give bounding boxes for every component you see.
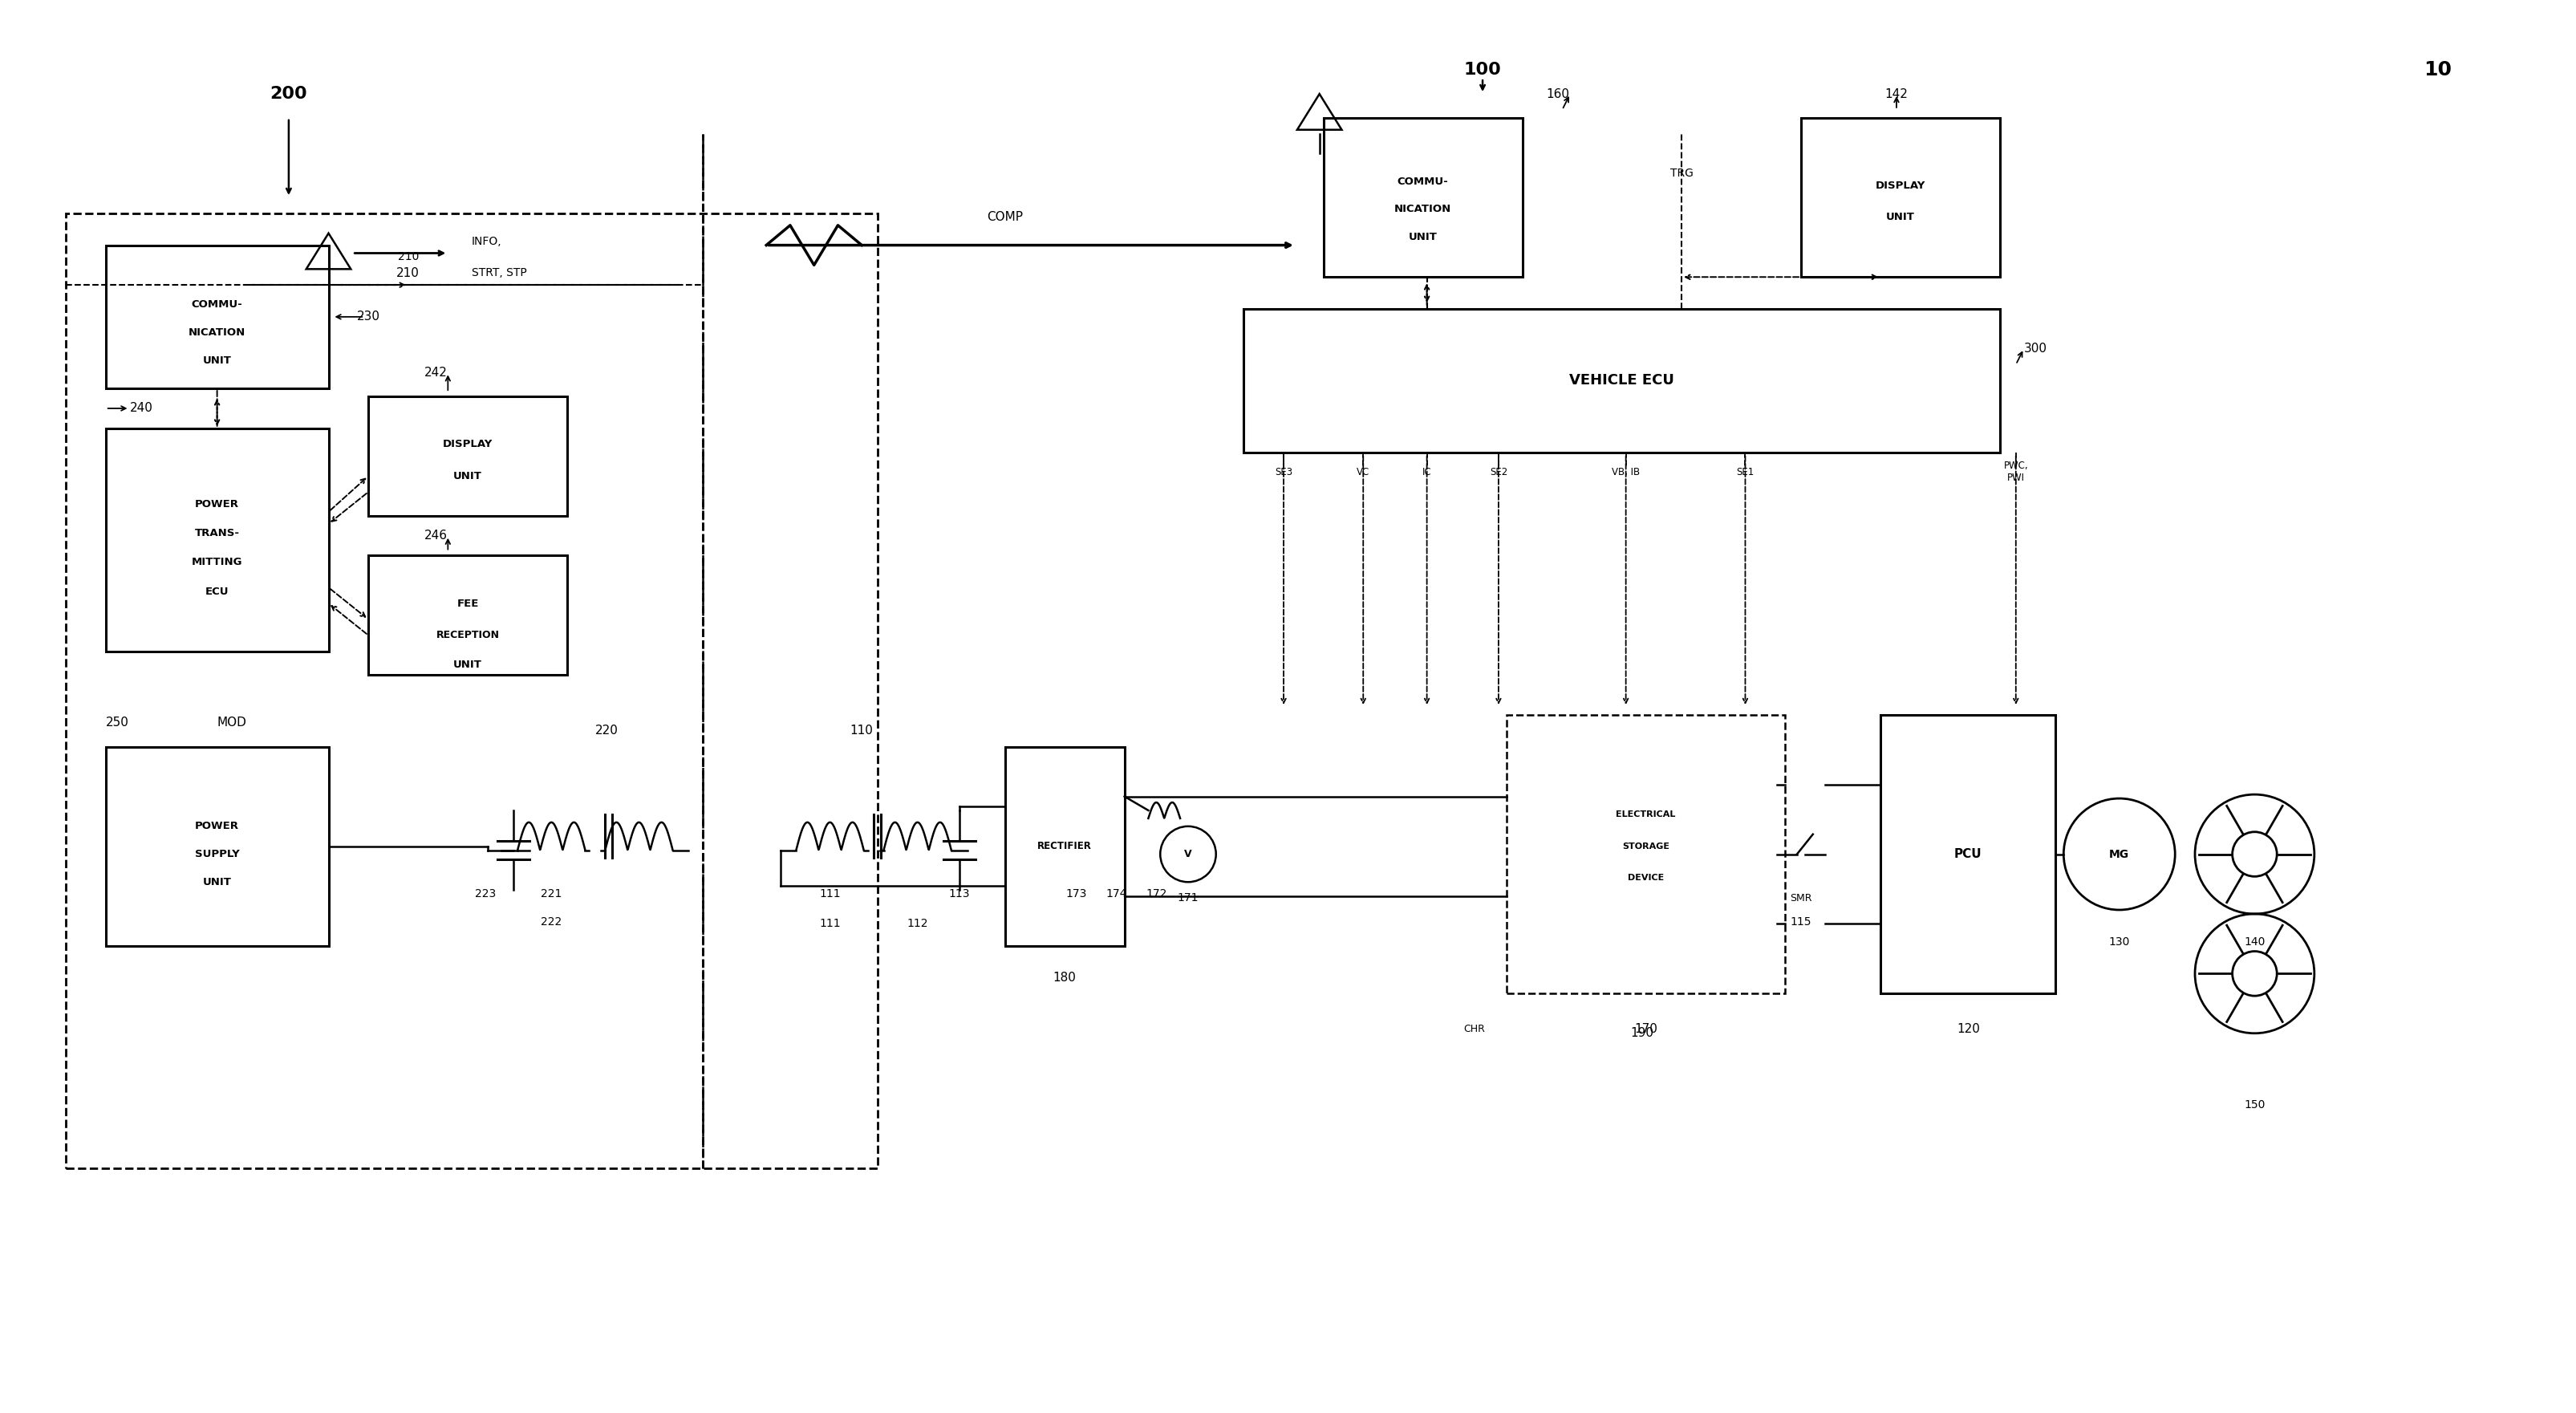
Text: 221: 221	[541, 889, 562, 900]
Bar	[106, 246, 330, 389]
Text: NICATION: NICATION	[188, 328, 245, 338]
Text: 115: 115	[1790, 916, 1811, 927]
Text: 160: 160	[1546, 88, 1569, 100]
Text: DEVICE: DEVICE	[1628, 875, 1664, 882]
Text: 180: 180	[1054, 972, 1077, 983]
Text: ELECTRICAL: ELECTRICAL	[1615, 810, 1674, 818]
Bar	[1324, 117, 1522, 277]
Text: 174: 174	[1105, 889, 1128, 900]
Text: 222: 222	[541, 916, 562, 927]
Bar	[368, 397, 567, 516]
Bar	[1005, 746, 1126, 945]
Text: 150: 150	[2244, 1099, 2264, 1111]
Bar	[1880, 715, 2056, 993]
Text: RECTIFIER: RECTIFIER	[1038, 841, 1092, 852]
Text: POWER: POWER	[196, 499, 240, 509]
Text: PWC,
PWI: PWC, PWI	[2004, 461, 2027, 483]
Text: 111: 111	[819, 918, 840, 928]
Text: STRT, STP: STRT, STP	[471, 267, 528, 278]
Text: PCU: PCU	[1955, 848, 1981, 861]
Text: 111: 111	[819, 889, 840, 900]
Text: 170: 170	[1633, 1023, 1656, 1036]
Text: VB, IB: VB, IB	[1613, 466, 1641, 478]
Text: 113: 113	[948, 889, 971, 900]
Text: IC: IC	[1422, 466, 1432, 478]
Text: COMMU-: COMMU-	[1396, 177, 1448, 187]
Text: DISPLAY: DISPLAY	[443, 439, 492, 449]
Text: 110: 110	[850, 725, 873, 736]
Text: 200: 200	[270, 86, 307, 102]
Bar	[1507, 715, 1785, 993]
Text: VEHICLE ECU: VEHICLE ECU	[1569, 373, 1674, 387]
Text: 120: 120	[1958, 1023, 1981, 1036]
Text: V: V	[1185, 849, 1193, 859]
Bar	[106, 428, 330, 651]
Text: 171: 171	[1177, 893, 1198, 903]
Text: 240: 240	[129, 403, 152, 414]
Text: 210: 210	[397, 252, 420, 263]
Bar	[106, 746, 330, 945]
Text: 10: 10	[2424, 61, 2452, 79]
Text: 173: 173	[1066, 889, 1087, 900]
Text: 100: 100	[1463, 62, 1502, 78]
Bar	[1244, 309, 1999, 452]
Text: NICATION: NICATION	[1394, 203, 1450, 215]
Text: CHR: CHR	[1463, 1024, 1486, 1034]
Text: 230: 230	[355, 311, 379, 322]
Text: SE3: SE3	[1275, 466, 1293, 478]
Text: 246: 246	[425, 530, 448, 541]
Text: MOD: MOD	[216, 716, 247, 729]
Text: 300: 300	[2025, 343, 2048, 355]
Text: UNIT: UNIT	[453, 660, 482, 670]
Text: TRANS-: TRANS-	[196, 528, 240, 538]
Text: SUPPLY: SUPPLY	[196, 849, 240, 859]
Text: 140: 140	[2244, 937, 2264, 947]
Text: 130: 130	[2110, 937, 2130, 947]
Text: SE2: SE2	[1489, 466, 1507, 478]
Text: COMP: COMP	[987, 212, 1023, 223]
Text: 190: 190	[1631, 1027, 1654, 1040]
Text: 220: 220	[595, 725, 618, 736]
Text: 250: 250	[106, 716, 129, 729]
Text: MITTING: MITTING	[191, 557, 242, 567]
Text: 223: 223	[474, 889, 497, 900]
Text: COMMU-: COMMU-	[191, 300, 242, 309]
Text: ECU: ECU	[206, 586, 229, 596]
Bar	[368, 555, 567, 675]
Text: 210: 210	[397, 267, 420, 278]
Text: TRG: TRG	[1669, 168, 1692, 179]
Text: UNIT: UNIT	[1409, 232, 1437, 243]
Text: VC: VC	[1358, 466, 1370, 478]
Text: UNIT: UNIT	[453, 471, 482, 482]
Text: RECEPTION: RECEPTION	[435, 630, 500, 640]
Text: DISPLAY: DISPLAY	[1875, 181, 1924, 191]
Text: MG: MG	[2110, 849, 2130, 859]
Text: UNIT: UNIT	[204, 356, 232, 366]
Text: INFO,: INFO,	[471, 236, 502, 247]
Text: 112: 112	[907, 918, 927, 928]
Text: POWER: POWER	[196, 821, 240, 831]
Text: UNIT: UNIT	[204, 877, 232, 887]
Text: STORAGE: STORAGE	[1623, 842, 1669, 851]
Text: SMR: SMR	[1790, 893, 1811, 903]
Text: UNIT: UNIT	[1886, 212, 1914, 222]
Text: 172: 172	[1146, 889, 1167, 900]
Text: SE1: SE1	[1736, 466, 1754, 478]
Text: 142: 142	[1886, 88, 1909, 100]
Text: FEE: FEE	[456, 598, 479, 609]
Text: 242: 242	[425, 366, 448, 379]
Bar	[67, 213, 878, 1169]
Bar	[1801, 117, 1999, 277]
